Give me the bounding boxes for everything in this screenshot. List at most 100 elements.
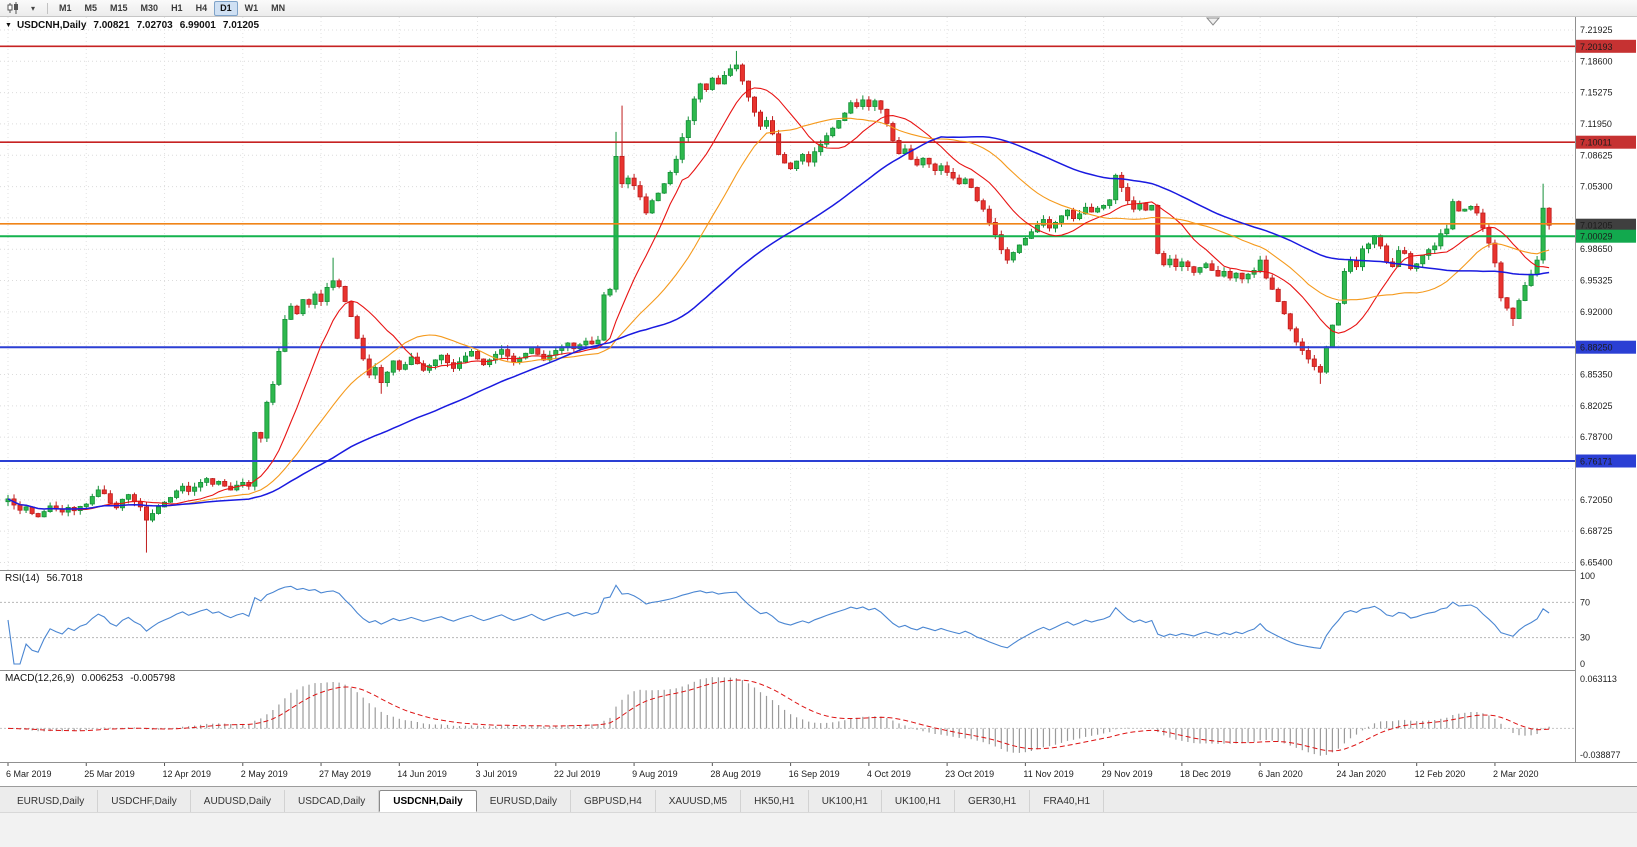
price-badge-7.00029 (1576, 229, 1636, 243)
svg-text:70: 70 (1580, 597, 1590, 607)
ma-mid-orange (7, 117, 1550, 510)
ma-fast-red (7, 87, 1550, 511)
timeframe-button-mn[interactable]: MN (271, 2, 286, 13)
svg-text:6.76171: 6.76171 (1580, 457, 1613, 467)
svg-text:6.68725: 6.68725 (1580, 526, 1613, 536)
svg-text:7.11950: 7.11950 (1580, 119, 1612, 129)
timeframe-button-h4[interactable]: H4 (195, 2, 208, 13)
price-chart-canvas[interactable]: 7.21925 7.18600 7.15275 7.11950 7.08625 7.053… (0, 17, 1637, 786)
svg-text:3 Jul 2019: 3 Jul 2019 (476, 769, 518, 779)
macd-panel (0, 677, 1575, 756)
chart-shift-marker[interactable] (1205, 17, 1221, 26)
price-badge-7.01205 (1576, 218, 1636, 232)
timeframe-button-d1[interactable]: D1 (214, 0, 238, 16)
chart-tab-bar: EURUSD,Daily USDCHF,Daily AUDUSD,Daily USDC… (0, 786, 1637, 812)
svg-text:7.08625: 7.08625 (1580, 150, 1613, 160)
svg-text:12 Feb 2020: 12 Feb 2020 (1415, 769, 1466, 779)
moving-averages-layer (7, 87, 1550, 511)
svg-text:30: 30 (1580, 633, 1590, 643)
chart-tab-6-gbpusd-h4[interactable]: GBPUSD,H4 (571, 790, 656, 812)
svg-text:2 May 2019: 2 May 2019 (241, 769, 288, 779)
svg-text:6 Mar 2019: 6 Mar 2019 (6, 769, 52, 779)
svg-text:4 Oct 2019: 4 Oct 2019 (867, 769, 911, 779)
svg-text:6 Jan 2020: 6 Jan 2020 (1258, 769, 1303, 779)
svg-text:6.98650: 6.98650 (1580, 244, 1613, 254)
chart-type-dropdown[interactable]: ▾ (24, 0, 42, 16)
svg-text:2 Mar 2020: 2 Mar 2020 (1493, 769, 1539, 779)
svg-text:24 Jan 2020: 24 Jan 2020 (1336, 769, 1386, 779)
candlestick-chart-icon (7, 2, 18, 14)
chart-tab-0-eurusd-daily[interactable]: EURUSD,Daily (4, 790, 99, 812)
price-axis[interactable]: 7.21925 7.18600 7.15275 7.11950 7.08625 7.053… (1575, 17, 1637, 762)
timeframe-button-m5[interactable]: M5 (84, 2, 98, 13)
date-axis[interactable]: 6 Mar 2019 25 Mar 2019 12 Apr 2019 2 May 20… (6, 763, 1538, 779)
timeframe-button-m15[interactable]: M15 (110, 2, 128, 13)
svg-text:7.05300: 7.05300 (1580, 182, 1613, 192)
svg-text:7.18600: 7.18600 (1580, 56, 1613, 66)
svg-text:9 Aug 2019: 9 Aug 2019 (632, 769, 678, 779)
price-badge-7.20193 (1576, 39, 1636, 53)
svg-text:6.82025: 6.82025 (1580, 401, 1613, 411)
svg-text:6.65400: 6.65400 (1580, 558, 1613, 568)
chart-tab-7-xauusd-m5[interactable]: XAUUSD,M5 (656, 790, 742, 812)
svg-text:25 Mar 2019: 25 Mar 2019 (84, 769, 135, 779)
horizontal-level-lines[interactable] (0, 45, 1575, 462)
svg-text:6.88250: 6.88250 (1580, 343, 1613, 353)
chart-tab-3-usdcad-daily[interactable]: USDCAD,Daily (285, 790, 380, 812)
chart-window: 7.21925 7.18600 7.15275 7.11950 7.08625 7.053… (0, 17, 1637, 786)
svg-text:27 May 2019: 27 May 2019 (319, 769, 371, 779)
svg-text:16 Sep 2019: 16 Sep 2019 (789, 769, 840, 779)
svg-text:12 Apr 2019: 12 Apr 2019 (163, 769, 212, 779)
timeframe-buttons: M1 M5 M15 M30 H1 H4 D1 W1 MN (53, 0, 291, 16)
macd-signal-line (7, 679, 1550, 752)
chart-tab-8-hk50-h1[interactable]: HK50,H1 (741, 790, 809, 812)
svg-text:6.85350: 6.85350 (1580, 370, 1613, 380)
chart-tab-9-uk100-h1[interactable]: UK100,H1 (809, 790, 882, 812)
svg-text:6.95325: 6.95325 (1580, 276, 1613, 286)
price-badge-6.88250 (1576, 340, 1636, 354)
chart-tab-12-fra40-h1[interactable]: FRA40,H1 (1030, 790, 1105, 812)
dropdown-arrow-icon: ▾ (30, 3, 35, 13)
svg-text:0: 0 (1580, 659, 1585, 669)
svg-text:28 Aug 2019: 28 Aug 2019 (710, 769, 761, 779)
timeframe-button-h1[interactable]: H1 (171, 2, 183, 13)
chart-tab-2-audusd-daily[interactable]: AUDUSD,Daily (191, 790, 286, 812)
chart-type-button[interactable] (4, 0, 22, 16)
timeframe-button-m1[interactable]: M1 (59, 2, 72, 13)
svg-text:7.15275: 7.15275 (1580, 88, 1613, 98)
chart-tab-10-uk100-h1[interactable]: UK100,H1 (882, 790, 955, 812)
status-bar (0, 812, 1637, 847)
svg-text:7.20193: 7.20193 (1580, 42, 1613, 52)
svg-text:-0.038877: -0.038877 (1580, 750, 1621, 760)
svg-text:14 Jun 2019: 14 Jun 2019 (397, 769, 447, 779)
timeframe-button-m30[interactable]: M30 (140, 2, 159, 13)
svg-text:7.00029: 7.00029 (1580, 232, 1613, 242)
price-badge-7.10011 (1576, 135, 1636, 149)
svg-text:23 Oct 2019: 23 Oct 2019 (945, 769, 994, 779)
price-badge-6.76171 (1576, 454, 1636, 468)
rsi-line (7, 584, 1550, 665)
svg-text:6.78700: 6.78700 (1580, 432, 1613, 442)
svg-text:18 Dec 2019: 18 Dec 2019 (1180, 769, 1231, 779)
chart-tab-11-ger30-h1[interactable]: GER30,H1 (955, 790, 1031, 812)
toolbar-separator (47, 2, 48, 14)
chart-tab-1-usdchf-daily[interactable]: USDCHF,Daily (98, 790, 191, 812)
chart-tab-5-eurusd-daily[interactable]: EURUSD,Daily (477, 790, 571, 812)
timeframes-toolbar: ▾ M1 M5 M15 M30 H1 H4 D1 W1 MN (0, 0, 1637, 17)
svg-text:0.063113: 0.063113 (1580, 674, 1617, 684)
svg-text:7.10011: 7.10011 (1580, 138, 1612, 148)
svg-text:6.92000: 6.92000 (1580, 307, 1613, 317)
candlesticks-layer (5, 50, 1552, 553)
ma-slow-blue (7, 135, 1550, 510)
svg-text:11 Nov 2019: 11 Nov 2019 (1023, 769, 1073, 779)
svg-text:100: 100 (1580, 571, 1595, 581)
svg-text:7.21925: 7.21925 (1580, 25, 1613, 35)
chart-tab-4-usdcnh-daily[interactable]: USDCNH,Daily (379, 790, 477, 812)
svg-text:29 Nov 2019: 29 Nov 2019 (1102, 769, 1153, 779)
svg-text:22 Jul 2019: 22 Jul 2019 (554, 769, 601, 779)
svg-text:6.72050: 6.72050 (1580, 495, 1613, 505)
svg-text:7.01205: 7.01205 (1580, 221, 1613, 231)
rsi-panel (0, 584, 1575, 665)
timeframe-button-w1[interactable]: W1 (244, 2, 259, 13)
